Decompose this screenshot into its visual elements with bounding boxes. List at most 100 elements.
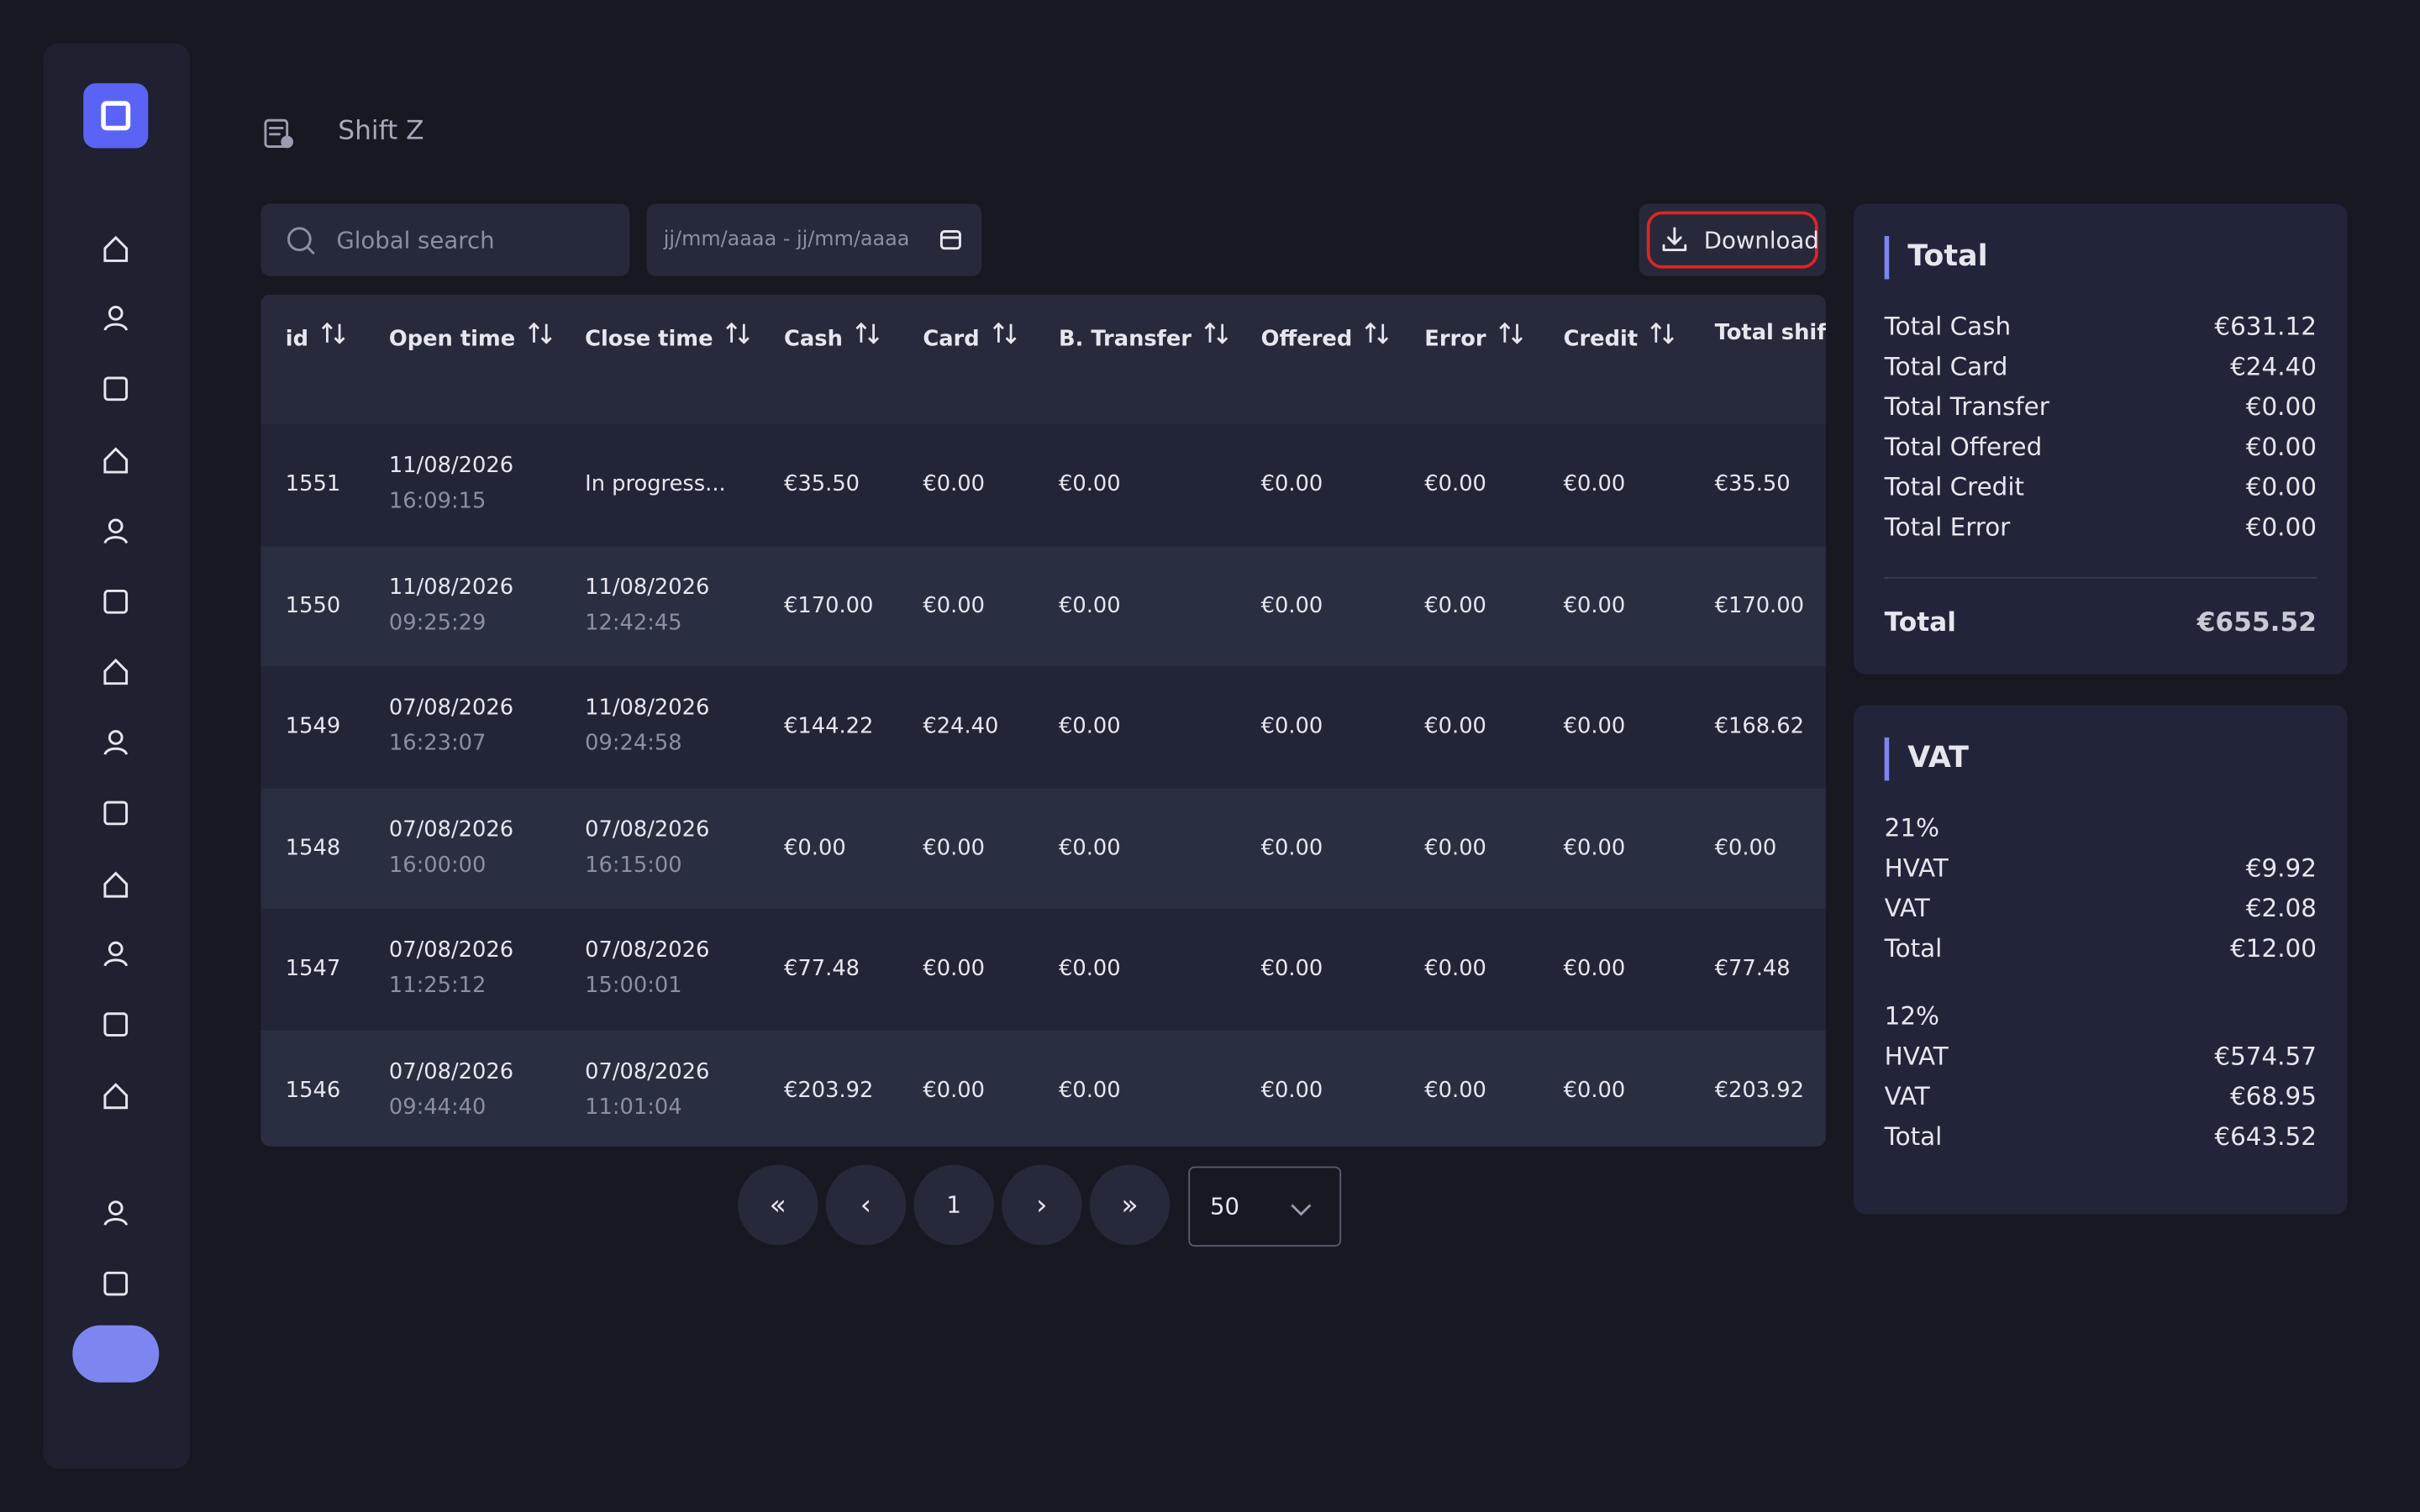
- total-value: €631.12: [2214, 312, 2317, 341]
- sort-icon[interactable]: [1204, 321, 1228, 344]
- total-label: Total Card: [1884, 351, 2008, 381]
- cell-amount: €0.00: [1058, 593, 1121, 618]
- table-row[interactable]: 1551 11/08/2026 16:09:15 In progress... €35.…: [260, 424, 1826, 546]
- vat-row: Total €643.52: [1885, 1121, 2317, 1151]
- nav-icon[interactable]: [103, 871, 129, 898]
- cell-amount: €170.00: [784, 593, 874, 618]
- total-row: Total Cash €631.12: [1885, 312, 2317, 341]
- total-value: €0.00: [2245, 472, 2317, 501]
- cell-amount: €0.00: [1714, 835, 1777, 860]
- logo[interactable]: [83, 83, 149, 149]
- vat-label: HVAT: [1884, 1041, 1949, 1071]
- total-row: Total Card €24.40: [1885, 352, 2317, 381]
- cell-amount: €0.00: [923, 956, 986, 982]
- vat-row: Total €12.00: [1885, 933, 2317, 963]
- cell-amount: €77.48: [784, 956, 860, 982]
- grand-label: Total: [1884, 607, 1956, 639]
- nav-icon[interactable]: [103, 1083, 129, 1110]
- cell-amount: €0.00: [923, 1077, 986, 1103]
- cell-amount: €0.00: [1563, 1077, 1626, 1103]
- page-button[interactable]: »: [1089, 1164, 1171, 1246]
- sort-icon[interactable]: [725, 321, 750, 344]
- open-time: 16:23:07: [388, 731, 487, 756]
- column-header: Close time: [585, 321, 750, 352]
- cell-amount: €0.00: [1563, 714, 1626, 739]
- nav-icon[interactable]: [103, 941, 129, 967]
- page-arrow: »: [1121, 1189, 1139, 1221]
- table-row[interactable]: 1549 07/08/2026 16:23:07 11/08/2026 09:24:58…: [260, 666, 1826, 788]
- total-label: Total Cash: [1884, 312, 2012, 341]
- download-button[interactable]: Download: [1646, 211, 1819, 269]
- sort-icon[interactable]: [1365, 321, 1389, 344]
- total-value: €0.00: [2245, 432, 2317, 462]
- page-button[interactable]: 1: [913, 1164, 994, 1246]
- nav-active[interactable]: [72, 1325, 160, 1383]
- column-header: Total shift: [1714, 321, 1826, 346]
- cell-id: 1551: [285, 472, 341, 497]
- nav-icon[interactable]: [103, 801, 129, 826]
- date-box[interactable]: jj/mm/aaaa - jj/mm/aaaa: [646, 203, 982, 276]
- close-date: 11/08/2026: [585, 575, 710, 600]
- vat-value: €2.08: [2245, 893, 2317, 923]
- close-time: 09:24:58: [585, 731, 682, 756]
- open-time: 16:00:00: [388, 852, 487, 878]
- page-arrow: ›: [1036, 1189, 1048, 1221]
- logo-icon: [101, 101, 131, 131]
- nav-icons[interactable]: [43, 43, 189, 1468]
- cell-amount: €0.00: [1260, 593, 1323, 618]
- column-header: Open time: [389, 321, 552, 352]
- sort-icon[interactable]: [992, 321, 1016, 344]
- open-time: 09:25:29: [388, 610, 487, 635]
- cell-amount: €0.00: [923, 835, 986, 860]
- nav-icon[interactable]: [103, 376, 129, 402]
- cell-id: 1550: [285, 593, 341, 618]
- nav-icon[interactable]: [103, 589, 129, 614]
- sort-icon[interactable]: [1498, 321, 1523, 344]
- table-row[interactable]: 1547 07/08/2026 11:25:12 07/08/2026 15:00:01…: [260, 908, 1826, 1031]
- total-label: Total Credit: [1884, 472, 2025, 501]
- cell-amount: €0.00: [1424, 835, 1486, 860]
- nav-icon[interactable]: [103, 306, 129, 331]
- nav-icon[interactable]: [103, 235, 129, 262]
- open-date: 07/08/2026: [388, 816, 514, 842]
- header-icon: [264, 118, 293, 149]
- cell-amount: €0.00: [1563, 956, 1626, 982]
- cell-amount: €0.00: [1563, 593, 1626, 618]
- page-button[interactable]: «: [737, 1164, 818, 1246]
- nav-icon[interactable]: [103, 1012, 129, 1037]
- download-icon: [1662, 227, 1687, 252]
- column-header: Card: [923, 321, 1016, 352]
- nav-icon[interactable]: [103, 447, 129, 474]
- nav-icon[interactable]: [103, 730, 129, 755]
- vat-rate: 21%: [1884, 812, 1939, 843]
- nav-icon[interactable]: [103, 518, 129, 544]
- table-row[interactable]: 1548 07/08/2026 16:00:00 07/08/2026 16:15:00…: [260, 787, 1826, 909]
- sort-icon[interactable]: [528, 321, 552, 344]
- sort-icon[interactable]: [321, 321, 345, 344]
- table-row[interactable]: 1550 11/08/2026 09:25:29 11/08/2026 12:42:45…: [260, 545, 1826, 667]
- total-row: Total Error €0.00: [1885, 512, 2317, 542]
- nav-icon[interactable]: [103, 1200, 129, 1226]
- sort-icon[interactable]: [855, 321, 880, 344]
- nav-icon[interactable]: [103, 1271, 129, 1296]
- sort-icon[interactable]: [1650, 321, 1675, 344]
- search-box[interactable]: Global search: [260, 203, 630, 276]
- total-value: €0.00: [2245, 512, 2317, 542]
- cell-amount: €0.00: [1058, 472, 1121, 497]
- nav-icon[interactable]: [103, 659, 129, 685]
- vat-card: VAT 21% HVAT €9.92 VAT €2.08 Total €12.00 12% HVA…: [1853, 705, 2348, 1215]
- column-header: id: [286, 321, 345, 352]
- card-accent: [1884, 236, 1890, 280]
- grand-row: Total €655.52: [1885, 608, 2317, 639]
- calendar-icon: [939, 230, 961, 250]
- vat-value: €68.95: [2230, 1081, 2317, 1111]
- page-button[interactable]: ›: [1002, 1164, 1082, 1246]
- page-size-select[interactable]: 50: [1188, 1166, 1342, 1247]
- page-button[interactable]: ‹: [825, 1164, 907, 1246]
- open-time: 09:44:40: [388, 1095, 487, 1120]
- cell-amount: €170.00: [1714, 593, 1804, 618]
- total-value: €0.00: [2245, 391, 2317, 422]
- cell-amount: €0.00: [1424, 1077, 1486, 1103]
- table-row[interactable]: 1546 07/08/2026 09:44:40 07/08/2026 11:01:04…: [260, 1030, 1826, 1147]
- cell-amount: €35.50: [784, 472, 860, 497]
